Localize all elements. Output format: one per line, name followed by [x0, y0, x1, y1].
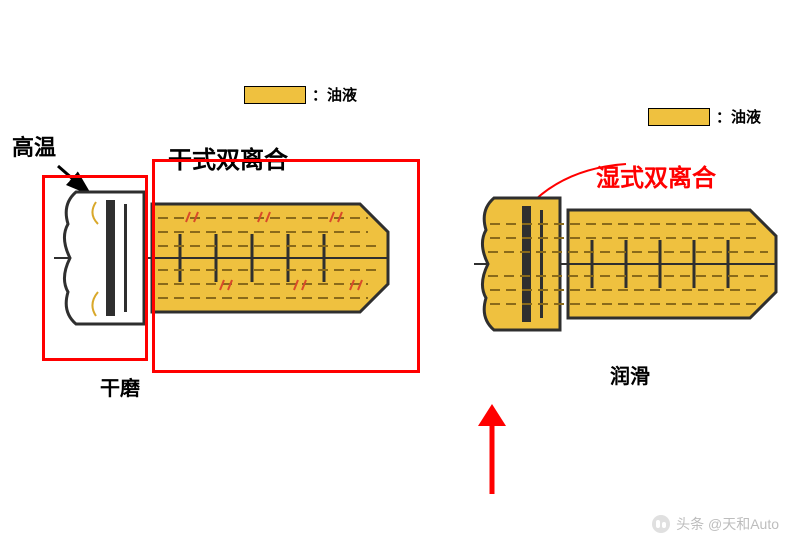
legend-left: ：油液 — [244, 84, 357, 105]
red-box-gearbox — [152, 159, 420, 373]
legend-right: ：油液 — [648, 106, 761, 127]
watermark-icon — [652, 515, 670, 533]
red-box-clutch — [42, 175, 148, 361]
legend-left-text: ：油液 — [312, 84, 357, 105]
legend-right-text: ：油液 — [716, 106, 761, 127]
legend-right-swatch — [648, 108, 710, 126]
high-temp-label: 高温 — [12, 130, 56, 162]
wet-clutch-diagram — [460, 190, 790, 370]
red-up-arrow-icon — [470, 400, 514, 500]
watermark-text: 头条 @天和Auto — [676, 514, 779, 534]
watermark: 头条 @天和Auto — [652, 514, 779, 534]
friction-label: 干磨 — [100, 372, 140, 401]
legend-left-swatch — [244, 86, 306, 104]
lube-label: 润滑 — [610, 360, 650, 389]
